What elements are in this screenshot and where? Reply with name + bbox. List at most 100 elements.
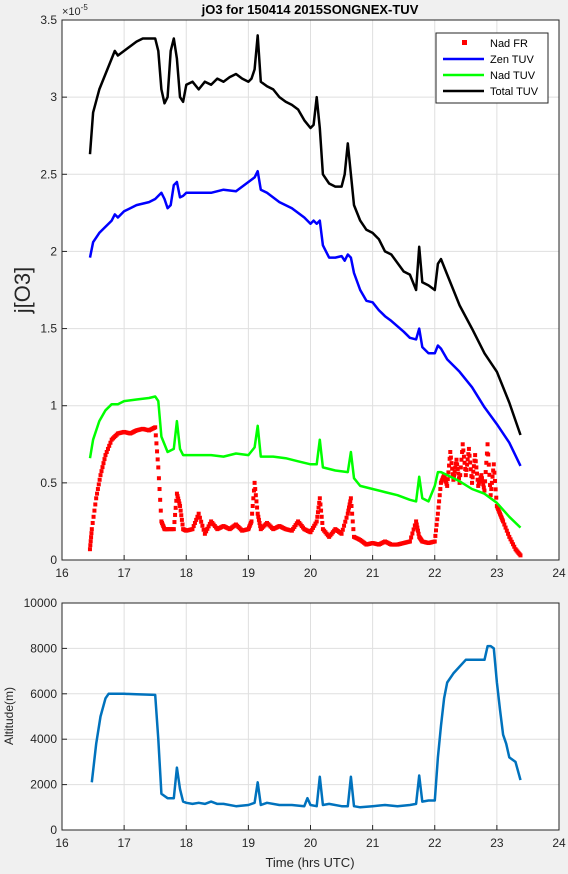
altitude-xtick-label: 20 (304, 836, 318, 850)
jo3-point-nad-fr (511, 542, 516, 547)
jo3-point-nad-fr (178, 504, 183, 508)
jo3-xtick-label: 21 (366, 566, 380, 580)
altitude-xtick-label: 22 (428, 836, 442, 850)
legend-label-total-tuv: Total TUV (490, 86, 539, 98)
jo3-point-nad-fr (104, 450, 109, 454)
altitude-ytick-label: 10000 (24, 596, 58, 610)
jo3-point-nad-fr (483, 470, 488, 475)
jo3-point-nad-fr (435, 517, 440, 522)
altitude-ytick-label: 0 (50, 823, 57, 837)
jo3-point-nad-fr (455, 462, 460, 467)
jo3-point-nad-fr (199, 519, 204, 524)
jo3-point-nad-fr (153, 433, 158, 438)
jo3-point-nad-fr (492, 470, 497, 475)
jo3-point-nad-fr (89, 531, 94, 536)
altitude-xtick-label: 17 (117, 836, 131, 850)
jo3-point-nad-fr (92, 508, 97, 513)
jo3-point-nad-fr (316, 505, 321, 510)
jo3-point-nad-fr (465, 462, 470, 467)
jo3-point-nad-fr (154, 441, 159, 446)
jo3-point-nad-fr (442, 475, 447, 480)
jo3-point-nad-fr (156, 465, 161, 470)
jo3-point-nad-fr (158, 508, 163, 513)
jo3-point-nad-fr (416, 531, 421, 536)
jo3-point-nad-fr (202, 531, 207, 536)
jo3-ytick-label: 1 (50, 399, 57, 413)
jo3-point-nad-fr (504, 528, 509, 533)
jo3-point-nad-fr (191, 524, 196, 529)
jo3-point-nad-fr (407, 539, 412, 544)
jo3-point-nad-fr (489, 480, 494, 485)
jo3-point-nad-fr (435, 511, 440, 516)
jo3-ytick-label: 2.5 (40, 167, 57, 181)
jo3-ytick-label: 3 (50, 90, 57, 104)
jo3-point-nad-fr (473, 459, 478, 464)
jo3-point-nad-fr (457, 480, 462, 485)
altitude-xtick-label: 19 (242, 836, 256, 850)
jo3-point-nad-fr (438, 487, 443, 492)
jo3-point-nad-fr (98, 473, 103, 478)
jo3-point-nad-fr (249, 519, 254, 524)
jo3-point-nad-fr (173, 512, 178, 517)
jo3-point-nad-fr (95, 487, 100, 492)
jo3-point-nad-fr (466, 446, 471, 451)
jo3-point-nad-fr (317, 496, 322, 501)
jo3-point-nad-fr (451, 477, 456, 482)
jo3-point-nad-fr (470, 480, 475, 485)
altitude-xtick-label: 16 (55, 836, 69, 850)
jo3-xtick-label: 24 (552, 566, 566, 580)
jo3-xtick-label: 23 (490, 566, 504, 580)
jo3-point-nad-fr (486, 462, 491, 467)
jo3-point-nad-fr (437, 499, 442, 504)
jo3-point-nad-fr (471, 464, 476, 469)
jo3-point-nad-fr (411, 527, 416, 532)
jo3-point-nad-fr (90, 520, 95, 525)
jo3-point-nad-fr (489, 487, 494, 492)
jo3-point-nad-fr (463, 473, 468, 478)
jo3-point-nad-fr (477, 479, 482, 484)
jo3-point-nad-fr (347, 505, 352, 510)
jo3-point-nad-fr (253, 493, 258, 498)
altitude-chart: 16 17 18 19 20 21 22 23 24 0 2000 4000 6000 8000 10000… (2, 596, 566, 870)
jo3-point-nad-fr (350, 511, 355, 516)
jo3-exponent-base: ×10 (62, 6, 81, 18)
jo3-point-nad-fr (344, 515, 349, 520)
jo3-xtick-label: 17 (117, 566, 131, 580)
jo3-exponent-label: ×10-5 (62, 3, 88, 18)
jo3-point-nad-fr (506, 531, 511, 536)
jo3-point-nad-fr (309, 528, 314, 533)
jo3-line-zen-tuv (88, 169, 522, 467)
jo3-point-nad-fr (194, 517, 199, 522)
jo3-point-nad-fr (313, 521, 318, 526)
jo3-point-nad-fr (486, 452, 491, 457)
jo3-point-nad-fr (518, 553, 523, 558)
jo3-point-nad-fr (176, 496, 181, 501)
altitude-line-altitude (90, 644, 522, 809)
jo3-point-nad-fr (195, 514, 200, 519)
altitude-ytick-label: 6000 (30, 687, 57, 701)
jo3-point-nad-fr (319, 514, 324, 519)
jo3-point-nad-fr (257, 520, 262, 525)
jo3-point-nad-fr (481, 482, 486, 487)
jo3-point-nad-fr (153, 425, 158, 430)
jo3-point-nad-fr (102, 457, 107, 462)
jo3-point-nad-fr (205, 526, 210, 531)
jo3-point-nad-fr (415, 525, 420, 530)
jo3-ytick-label: 3.5 (40, 13, 57, 27)
jo3-point-nad-fr (310, 525, 315, 530)
jo3-point-nad-fr (319, 508, 324, 513)
jo3-point-nad-fr (491, 462, 496, 467)
jo3-point-nad-fr (484, 460, 489, 465)
jo3-exponent-power: -5 (81, 3, 89, 12)
jo3-point-nad-fr (447, 463, 452, 468)
altitude-xtick-label: 21 (366, 836, 380, 850)
jo3-point-nad-fr (174, 498, 179, 503)
jo3-series-nad-fr (87, 425, 523, 558)
altitude-y-axis-label: Altitude(m) (2, 687, 16, 745)
jo3-point-nad-fr (155, 449, 160, 454)
legend-label-nad-tuv: Nad TUV (490, 70, 536, 82)
altitude-xtick-label: 24 (552, 836, 566, 850)
jo3-chart-title: jO3 for 150414 2015SONGNEX-TUV (201, 2, 419, 17)
altitude-ytick-label: 8000 (30, 641, 57, 655)
